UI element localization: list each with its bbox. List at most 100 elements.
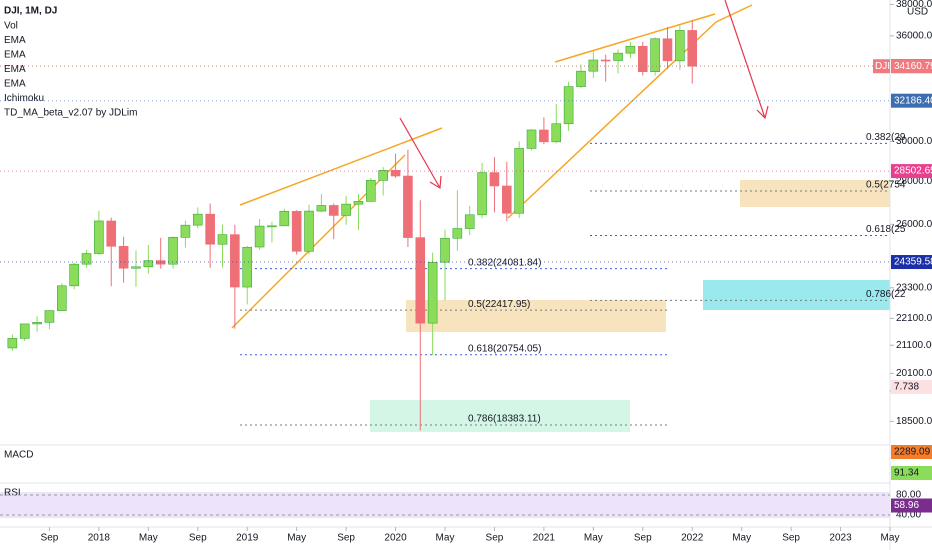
candle-body [217,234,228,245]
x-tick-label: Sep [337,533,355,544]
x-tick-label: Sep [189,533,207,544]
rsi-tag [891,498,932,513]
rsi-label: RSI [4,488,21,499]
countdown: 3d 9h [894,73,919,84]
x-tick-label: May [139,533,158,544]
volume-tag [891,380,932,394]
zone [370,400,630,432]
indicator-label: EMA [4,35,26,46]
symbol-label: DJI [875,61,890,72]
macd-tag [891,445,932,459]
fib-label: 0.5(22417.95) [468,299,530,310]
indicator-label: EMA [4,50,26,61]
y-tick-label: 30000.00 [896,136,932,147]
candle-body [378,170,388,181]
candle-body [328,205,339,216]
price-tag-label: 24359.58 [894,257,932,268]
price-tag [891,93,932,108]
x-tick-label: Sep [634,533,652,544]
y-tick-label: 22100.00 [896,313,932,324]
y-tick-label: 20100.00 [896,368,932,379]
candle-body [489,172,500,187]
x-tick-label: Sep [486,533,504,544]
volume-label: 7.738 [894,382,919,393]
candle-body [551,123,562,143]
macd-tag [891,466,932,480]
candle-body [353,201,364,205]
x-tick-label: 2019 [236,533,259,544]
x-tick-label: Sep [41,533,59,544]
candle-body [32,322,42,325]
candle-body [526,129,537,149]
y-tick-label: 21100.00 [896,340,932,351]
candle-body [291,211,302,252]
candle-body [514,148,524,214]
price-tag [891,59,932,74]
candle-body [230,234,240,288]
candle-body [131,266,141,269]
candle-body [279,211,290,227]
price-tag [891,255,932,270]
x-tick-label: 2021 [533,533,556,544]
zone [740,180,890,207]
candle-body [675,30,685,62]
x-tick-label: Sep [782,533,800,544]
y-tick-label: 28000.00 [896,176,932,187]
candle-body [576,70,586,87]
candle-body [563,86,574,125]
zone [406,300,666,332]
fib-label: 0.5(2754 [866,180,906,191]
candle-body [452,228,463,239]
fib-label: 0.786(22 [866,289,906,300]
fib-label: 0.786(18383.11) [468,414,541,425]
candle-body [19,323,30,339]
candle-body [7,338,18,349]
candle-body [192,213,203,226]
candle-body [637,45,648,72]
fib-label: 0.618(25 [866,224,906,235]
indicator-label: EMA [4,64,26,75]
candle-body [464,214,475,229]
fib-label: 0.382(29 [866,132,906,143]
candle-body [440,237,450,263]
rsi-tick-label: 80.00 [896,490,921,501]
x-tick-label: 2023 [829,533,852,544]
indicator-label: Ichimoku [4,93,44,104]
price-tag-label: 34160.79 [894,61,932,72]
candle-body [427,261,438,324]
candle-body [205,213,215,245]
candle-body [69,263,79,287]
x-tick-label: 2020 [384,533,407,544]
fib-label: 0.618(20754.05) [468,343,541,354]
rsi-band [0,492,890,518]
candle-body [341,203,351,216]
rsi-tick-label: 40.00 [896,510,921,521]
symbol-tag [873,59,890,74]
indicator-label: EMA [4,79,26,90]
chart-title: DJI, 1M, DJ [4,6,57,17]
candle-body [316,205,327,212]
candle-body [180,224,191,238]
candle-body [57,285,67,311]
candle-body [625,45,636,54]
candle-body [44,310,55,323]
candle-body [242,246,253,288]
candle-body [687,30,698,67]
candle-body [662,38,673,62]
candle-body [94,220,104,254]
candle-body [403,175,413,238]
candle-body [539,129,549,143]
y-tick-label: 38000.00 [896,0,932,10]
rsi-value: 58.96 [894,500,919,511]
y-tick-label: 36000.00 [896,31,932,42]
indicator-label: TD_MA_beta_v2.07 by JDLim [4,108,137,119]
candle-body [477,172,487,216]
x-tick-label: May [881,533,900,544]
candle-body [366,180,376,202]
candle-body [415,237,426,324]
price-tag-label: 32186.40 [894,95,932,106]
candle-body [81,253,92,265]
candle-body [600,59,611,62]
x-tick-label: May [732,533,751,544]
